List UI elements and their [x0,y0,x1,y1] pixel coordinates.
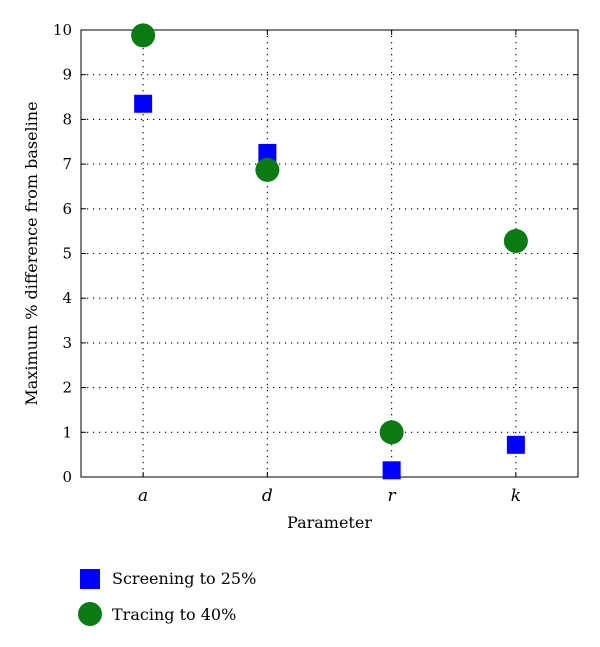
tick-layer: 0 1 2 3 4 5 6 7 8 9 10 a d r k [53,21,578,506]
x-tick-label-a: a [138,486,148,506]
y-axis-title: Maximum % difference from baseline [22,101,41,405]
y-tick-label: 3 [62,334,72,352]
x-tick-label-k: k [511,486,521,506]
x-axis-title: Parameter [287,513,372,532]
marks-layer [131,23,528,480]
legend-marker-tracing [78,602,102,626]
y-tick-label: 4 [62,289,72,307]
y-tick-label: 0 [62,468,72,486]
y-tick-label: 2 [62,379,72,397]
x-tick-label-d: d [262,486,273,506]
legend: Screening to 25% Tracing to 40% [78,569,256,626]
legend-label-tracing: Tracing to 40% [112,605,236,624]
point-screening-r [382,461,401,480]
point-screening-k [506,435,525,454]
point-tracing-r [379,420,404,445]
y-tick-label: 6 [62,200,72,218]
x-tick-label-r: r [388,486,397,506]
grid-layer [81,30,578,477]
y-tick-label: 9 [62,66,72,84]
y-tick-label: 8 [62,110,72,128]
point-screening-d [258,143,277,162]
y-tick-label: 10 [53,21,72,39]
y-tick-label: 5 [62,245,72,263]
y-tick-label: 1 [62,423,72,441]
point-tracing-d [255,157,280,182]
plot-frame [80,29,579,478]
y-tick-label: 7 [62,155,72,173]
point-tracing-a [131,23,156,48]
point-screening-a [134,94,153,113]
point-tracing-k [503,228,528,253]
legend-marker-screening [80,569,100,589]
legend-label-screening: Screening to 25% [112,569,256,588]
